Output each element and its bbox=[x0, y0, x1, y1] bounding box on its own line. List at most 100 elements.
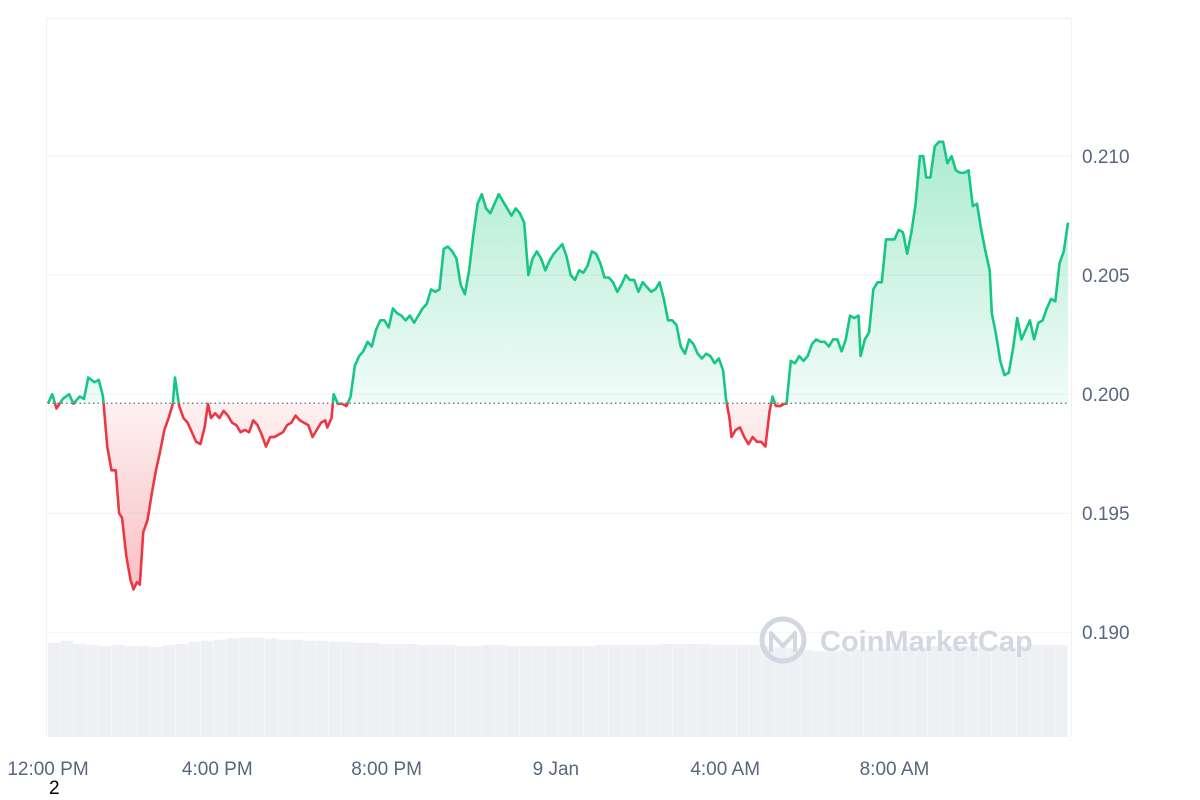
page-indicator: 2 bbox=[49, 778, 60, 799]
volume-bar bbox=[1017, 646, 1030, 737]
x-tick-label: 8:00 PM bbox=[351, 759, 422, 780]
volume-bars bbox=[48, 637, 1068, 737]
volume-bar bbox=[1055, 644, 1068, 737]
volume-bar bbox=[341, 641, 354, 737]
volume-bar bbox=[519, 646, 533, 737]
volume-bar bbox=[570, 646, 584, 737]
volume-bar bbox=[150, 647, 163, 737]
volume-bar bbox=[672, 643, 686, 737]
volume-bar bbox=[239, 637, 252, 737]
volume-bar bbox=[749, 644, 762, 737]
volume-bar bbox=[417, 644, 431, 737]
x-tick-label: 8:00 AM bbox=[860, 759, 930, 780]
volume-bar bbox=[762, 646, 775, 737]
volume-bar bbox=[354, 642, 367, 737]
volume-bar bbox=[264, 638, 278, 737]
volume-bar bbox=[86, 644, 99, 737]
volume-bar bbox=[73, 643, 86, 737]
volume-bar bbox=[596, 644, 609, 737]
volume-bar bbox=[379, 643, 392, 737]
volume-bar bbox=[162, 644, 176, 737]
volume-bar bbox=[188, 641, 201, 737]
volume-bar bbox=[711, 644, 724, 737]
area-below-open bbox=[48, 403, 787, 590]
volume-bar bbox=[507, 646, 520, 737]
volume-bar bbox=[252, 637, 265, 737]
y-tick-label: 0.210 bbox=[1082, 147, 1130, 168]
volume-bar bbox=[864, 649, 877, 737]
volume-bar bbox=[889, 647, 902, 737]
volume-bar bbox=[634, 644, 647, 737]
volume-bar bbox=[137, 646, 150, 737]
volume-bar bbox=[723, 644, 737, 737]
volume-bar bbox=[481, 644, 494, 737]
y-tick-label: 0.190 bbox=[1082, 623, 1130, 644]
volume-bar bbox=[456, 646, 469, 737]
volume-bar bbox=[226, 638, 239, 737]
volume-bar bbox=[915, 647, 928, 737]
volume-bar bbox=[966, 646, 979, 737]
volume-bar bbox=[443, 644, 456, 737]
watermark-text: CoinMarketCap bbox=[820, 626, 1033, 658]
x-tick-label: 12:00 PM bbox=[7, 759, 88, 780]
volume-bar bbox=[902, 647, 915, 737]
volume-bar bbox=[647, 644, 660, 737]
x-axis: 12:00 PM 4:00 PM 8:00 PM 9 Jan 4:00 AM 8:00 A… bbox=[7, 759, 929, 780]
price-areas bbox=[48, 141, 1068, 590]
volume-bar bbox=[698, 643, 711, 737]
x-tick-label: 4:00 PM bbox=[182, 759, 253, 780]
y-axis: 0.210 0.205 0.200 0.195 0.190 bbox=[1082, 147, 1130, 644]
y-tick-label: 0.205 bbox=[1082, 266, 1130, 287]
volume-bar bbox=[660, 643, 673, 737]
volume-bar bbox=[609, 644, 622, 737]
volume-bar bbox=[48, 642, 61, 737]
price-line-down bbox=[46, 403, 788, 591]
volume-bar bbox=[558, 646, 571, 737]
volume-bar bbox=[124, 646, 137, 737]
volume-bar bbox=[532, 646, 545, 737]
volume-bar bbox=[60, 640, 74, 737]
x-tick-label: 4:00 AM bbox=[690, 759, 760, 780]
volume-bar bbox=[774, 647, 788, 737]
volume-bar bbox=[838, 650, 851, 737]
x-tick-label: 9 Jan bbox=[533, 759, 579, 780]
volume-bar bbox=[621, 644, 635, 737]
volume-bar bbox=[991, 647, 1004, 737]
volume-bar bbox=[825, 651, 839, 737]
coinmarketcap-logo-icon bbox=[759, 616, 807, 664]
volume-bar bbox=[1029, 644, 1043, 737]
volume-bar bbox=[315, 640, 329, 737]
volume-bar bbox=[940, 646, 953, 737]
volume-bar bbox=[328, 641, 341, 737]
volume-bar bbox=[366, 642, 380, 737]
volume-bar bbox=[494, 644, 507, 737]
coinmarketcap-watermark: CoinMarketCap bbox=[759, 616, 1033, 664]
volume-bar bbox=[1042, 644, 1055, 737]
volume-bar bbox=[876, 648, 890, 737]
price-lines bbox=[46, 140, 1070, 591]
volume-bar bbox=[736, 644, 749, 737]
volume-bar bbox=[583, 646, 596, 737]
volume-bar bbox=[927, 646, 941, 737]
volume-bar bbox=[175, 643, 188, 737]
volume-bar bbox=[111, 644, 125, 737]
volume-bar bbox=[201, 640, 214, 737]
price-line-up bbox=[46, 140, 1070, 404]
volume-bar bbox=[405, 643, 418, 737]
volume-bar bbox=[290, 639, 303, 737]
volume-bar bbox=[800, 650, 813, 737]
volume-bar bbox=[953, 646, 966, 737]
volume-bar bbox=[685, 643, 698, 737]
volume-bar bbox=[1004, 647, 1017, 737]
volume-bar bbox=[978, 647, 992, 737]
volume-bar bbox=[430, 644, 443, 737]
volume-bar bbox=[545, 646, 558, 737]
plot-frame bbox=[46, 18, 1072, 737]
volume-bar bbox=[787, 648, 800, 737]
volume-bar bbox=[392, 643, 405, 737]
y-tick-label: 0.200 bbox=[1082, 385, 1130, 406]
volume-bar bbox=[851, 649, 864, 737]
y-tick-label: 0.195 bbox=[1082, 504, 1130, 525]
volume-bar bbox=[303, 640, 316, 737]
